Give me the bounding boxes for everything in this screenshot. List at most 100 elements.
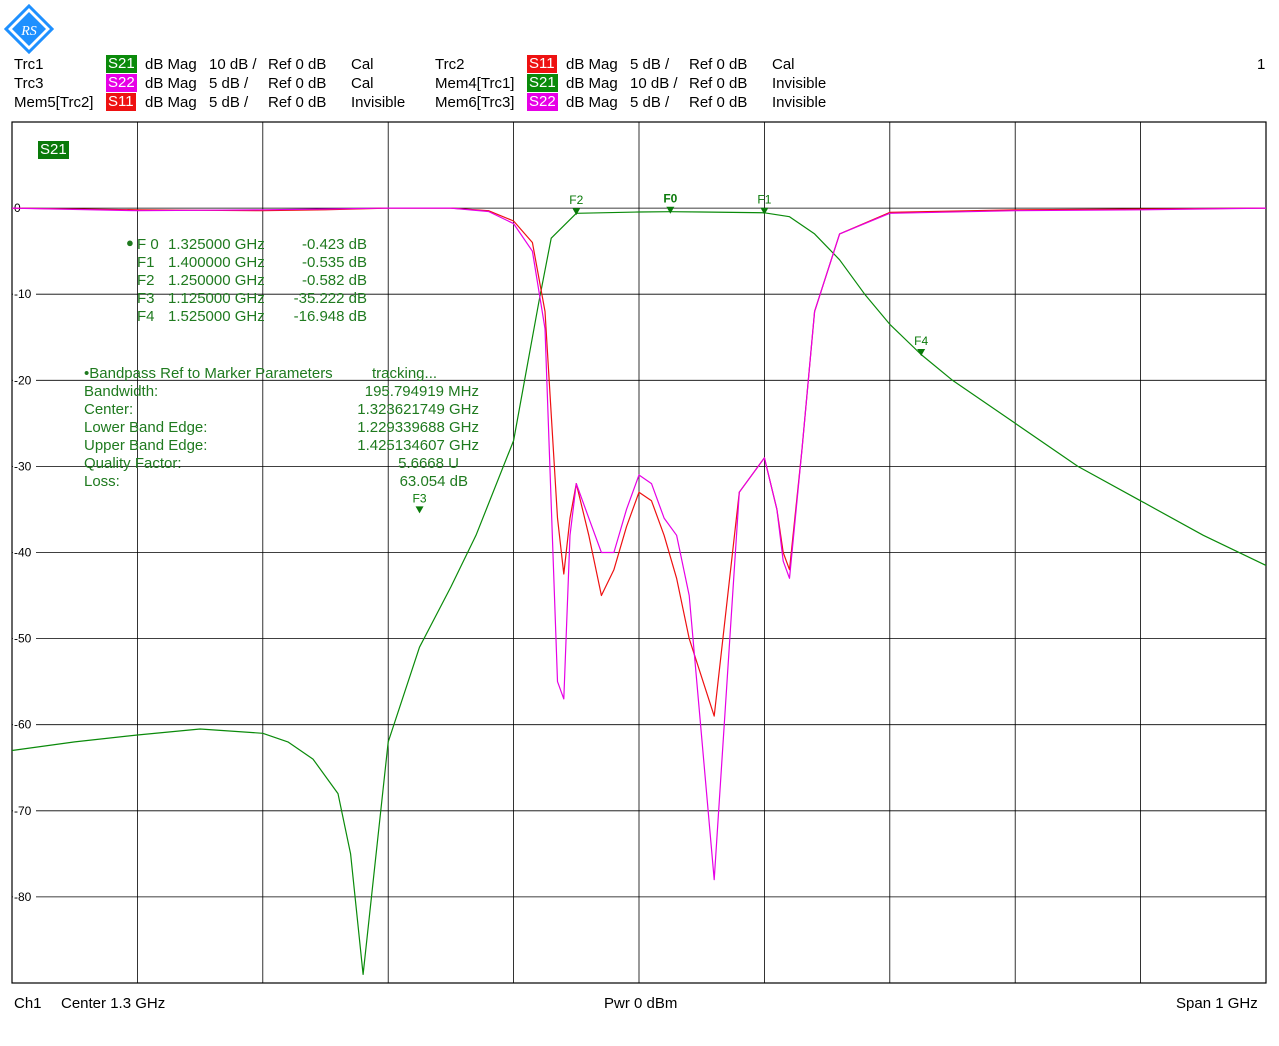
y-tick-label: -30 (14, 459, 32, 473)
bandpass-value: 1.425134607 GHz (357, 437, 479, 454)
marker-value: -35.222 dB (293, 290, 367, 307)
marker-name: F 0 (137, 236, 159, 253)
marker-triangle (415, 506, 424, 514)
marker-tag: F2 (569, 193, 583, 207)
y-tick-label: -20 (14, 373, 32, 387)
trace-format: dB Mag (145, 94, 197, 111)
marker-name: F3 (137, 290, 155, 307)
bandpass-label: Loss: (84, 473, 120, 490)
marker-tag: F4 (914, 334, 928, 348)
marker-value: -0.582 dB (301, 272, 367, 289)
trace-name: Mem6[Trc3] (435, 94, 515, 111)
tick-label-bg (13, 460, 36, 472)
trace-scale: 5 dB / (630, 56, 670, 73)
trace-state: Cal (772, 56, 795, 73)
trace-name: Trc2 (435, 56, 465, 73)
marker-value: -16.948 dB (293, 308, 367, 325)
bandpass-value: 1.229339688 GHz (357, 419, 479, 436)
trace-format: dB Mag (145, 56, 197, 73)
bandpass-value: 1.323621749 GHz (357, 401, 479, 418)
trace-scale: 5 dB / (630, 94, 670, 111)
trace-state: Invisible (351, 94, 406, 111)
marker-value: -0.535 dB (301, 254, 367, 271)
trace-ref: Ref 0 dB (689, 94, 748, 111)
trace-state: Invisible (772, 94, 827, 111)
marker-freq: 1.125000 GHz (168, 290, 265, 307)
trace-ref: Ref 0 dB (268, 75, 327, 92)
diagram-trace-label: S21 (38, 141, 69, 159)
marker-tag: F0 (663, 192, 677, 206)
marker-tag: F3 (413, 491, 427, 505)
trace-ref: Ref 0 dB (689, 56, 748, 73)
marker-value: -0.423 dB (301, 236, 367, 253)
trace-scale: 10 dB / (630, 75, 678, 92)
trace-param-badge: S21 (527, 74, 558, 92)
y-tick-label: -60 (14, 718, 32, 732)
marker-triangle (572, 208, 581, 216)
marker-tag: F1 (757, 193, 771, 207)
marker-name: F2 (137, 272, 155, 289)
marker-freq: 1.250000 GHz (168, 272, 265, 289)
trace-name: Trc3 (14, 75, 44, 92)
footer-power: Pwr 0 dBm (604, 995, 678, 1012)
bandpass-value: 63.054 dB (399, 473, 468, 490)
y-tick-label: -70 (14, 804, 32, 818)
marker-triangle (666, 206, 675, 214)
y-tick-label: -10 (14, 287, 32, 301)
bandpass-value: 195.794919 MHz (364, 383, 479, 400)
trace-name: Mem5[Trc2] (14, 94, 94, 111)
y-axis: 0-10-20-30-40-50-60-70-80 (13, 201, 36, 904)
trace-scale: 5 dB / (209, 94, 249, 111)
trace-s22 (11, 207, 1267, 881)
tick-label-bg (13, 374, 36, 386)
active-marker-dot: ● (126, 235, 134, 250)
bandpass-label: Upper Band Edge: (84, 437, 208, 454)
svg-text:RS: RS (20, 24, 37, 39)
trace-param-badge: S11 (106, 93, 136, 111)
bandpass-label: Quality Factor: (84, 455, 182, 472)
marker-freq: 1.325000 GHz (168, 236, 265, 253)
bandpass-status: tracking... (372, 365, 438, 382)
bandpass-label: Center: (84, 401, 134, 418)
channel-number: 1 (1257, 56, 1266, 73)
trace-format: dB Mag (566, 94, 618, 111)
trace-ref: Ref 0 dB (689, 75, 748, 92)
trace-s21 (11, 211, 1267, 976)
trace-param-badge: S22 (106, 74, 137, 92)
footer-channel: Ch1 (14, 995, 42, 1012)
footer-span: Span 1 GHz (1176, 995, 1258, 1012)
bandpass-label: Bandwidth: (84, 383, 159, 400)
rohde-schwarz-logo: RS (4, 4, 54, 54)
bandpass-title: •Bandpass Ref to Marker Parameters (84, 365, 333, 382)
marker-triangle (760, 207, 769, 215)
tick-label-bg (13, 718, 36, 730)
trace-ref: Ref 0 dB (268, 94, 327, 111)
marker-name: F1 (137, 254, 155, 271)
traces (11, 207, 1267, 976)
y-tick-label: -80 (14, 890, 32, 904)
marker-triangle (917, 349, 926, 357)
y-tick-label: -50 (14, 632, 32, 646)
trace-param-badge: S21 (106, 55, 137, 73)
bandpass-value: 5.6668 U (398, 455, 459, 472)
trace-param-badge: S22 (527, 93, 558, 111)
trace-scale: 5 dB / (209, 75, 249, 92)
grid (11, 121, 1267, 984)
trace-name: Trc1 (14, 56, 44, 73)
tick-label-bg (13, 632, 36, 644)
trace-state: Cal (351, 56, 374, 73)
bandpass-label: Lower Band Edge: (84, 419, 208, 436)
trace-scale: 10 dB / (209, 56, 257, 73)
marker-freq: 1.525000 GHz (168, 308, 265, 325)
footer-center: Center 1.3 GHz (61, 995, 166, 1012)
trace-format: dB Mag (566, 75, 618, 92)
tick-label-bg (13, 804, 36, 816)
marker-name: F4 (137, 308, 155, 325)
trace-state: Cal (351, 75, 374, 92)
tick-label-bg (13, 890, 36, 902)
marker-freq: 1.400000 GHz (168, 254, 265, 271)
tick-label-bg (13, 546, 36, 558)
marker-tags: F2 F0 F1 F4 F3 (413, 192, 928, 514)
trace-ref: Ref 0 dB (268, 56, 327, 73)
